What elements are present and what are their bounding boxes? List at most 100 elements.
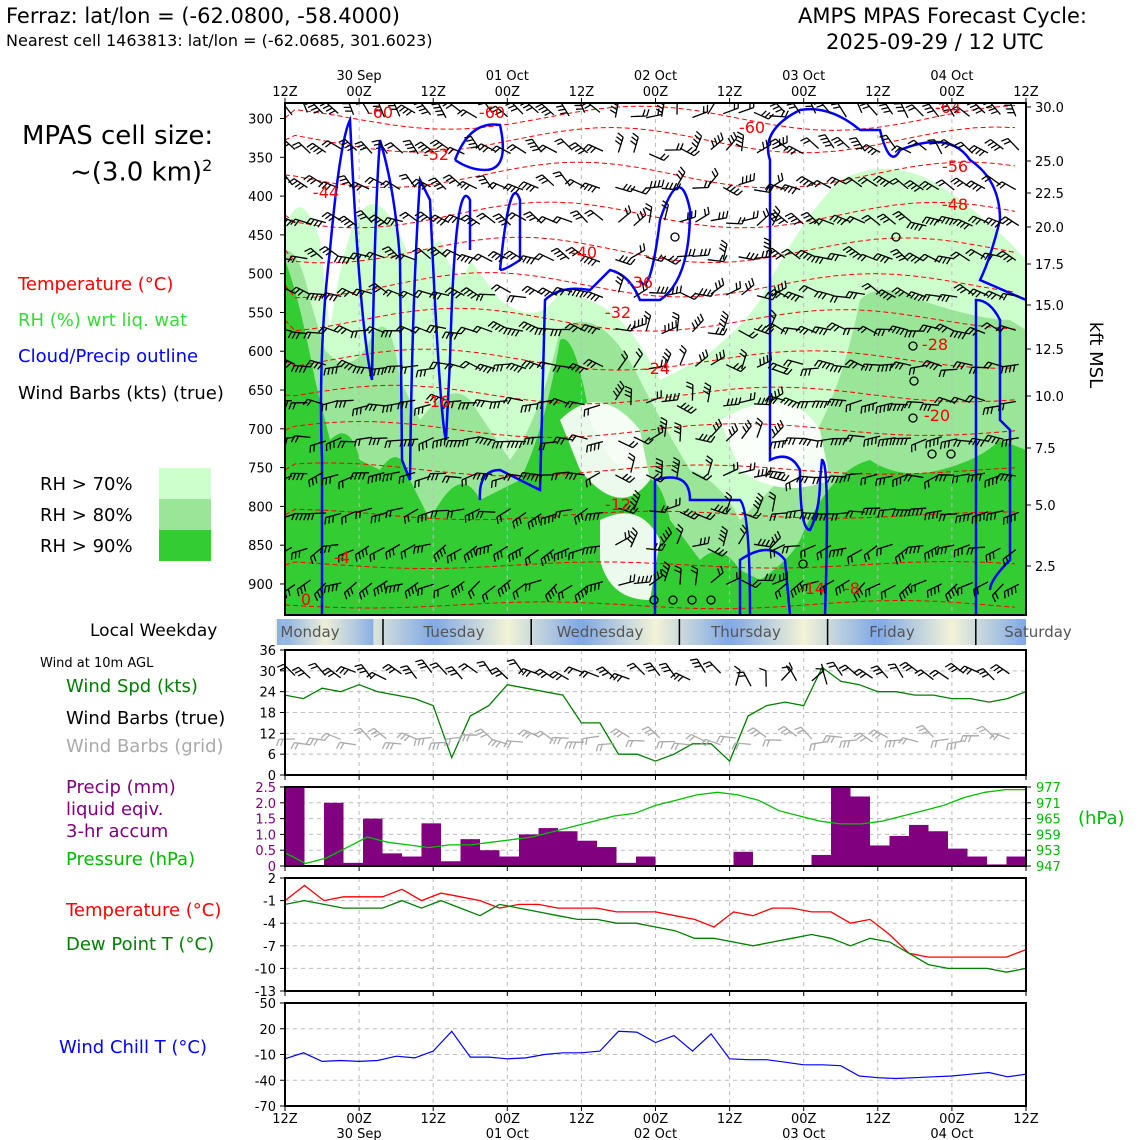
wind-barb: [968, 366, 989, 375]
wind-barb: [288, 178, 308, 190]
kft-tick-label: 17.5: [1035, 258, 1064, 273]
top-time-label: 00Z: [939, 85, 965, 100]
wind-barb: [521, 360, 542, 370]
wind-barb: [341, 510, 357, 525]
wind-barb: [618, 440, 639, 449]
wind-barb: [694, 349, 709, 367]
wind-barb: [780, 397, 801, 408]
wind-barb: [410, 178, 431, 190]
wind-barb: [476, 175, 493, 190]
wind-barb-grid: [474, 728, 494, 741]
wind-barb: [919, 180, 940, 191]
wind-barb: [935, 179, 955, 191]
wind-barb: [964, 394, 986, 403]
wind-barb: [615, 473, 636, 483]
wind-barb: [579, 255, 601, 267]
temperature-contour: [285, 126, 1016, 154]
wind-barb: [369, 547, 385, 562]
wind-barb: [373, 580, 388, 597]
wind-barb: [951, 473, 970, 484]
wind-barb-true: [578, 670, 600, 678]
wind-barb: [536, 287, 558, 297]
pressure-ytick-label: 971: [1036, 797, 1061, 812]
wind-barb: [446, 508, 465, 519]
wind-barb: [426, 324, 447, 334]
wind-barb: [302, 398, 323, 407]
wind-barb: [630, 132, 639, 153]
wind-barb: [643, 310, 652, 332]
wind-barb-true: [489, 667, 509, 680]
wind-barb: [659, 416, 668, 437]
bottom-date-label: 30 Sep: [337, 1127, 382, 1140]
wind-barb: [1000, 437, 1019, 448]
wind-barb: [321, 473, 339, 486]
wind-barb: [910, 438, 927, 453]
wind-barb: [953, 283, 973, 295]
cell-size-number: ~(3.0 km): [70, 157, 203, 188]
wind-barb: [398, 173, 416, 188]
wind-barb-grid: [747, 727, 767, 738]
wind-barb: [618, 503, 639, 515]
wind-barb: [983, 290, 1004, 300]
wind-barb: [302, 103, 308, 113]
bottom-time-label: 12Z: [420, 1112, 446, 1127]
top-time-label: 00Z: [643, 85, 669, 100]
top-date-label: 04 Oct: [930, 69, 973, 84]
wind-barb-true: [308, 662, 326, 676]
wind-barb-grid: [580, 735, 600, 746]
wind-barb: [568, 547, 585, 561]
legend-cloud: Cloud/Precip outline: [18, 346, 199, 367]
wind-barb: [783, 359, 804, 368]
wind-barb-grid: [777, 725, 798, 737]
wind-barb-grid: [884, 739, 904, 748]
wind-barb-true: [689, 658, 706, 673]
wind-barb: [679, 344, 687, 366]
bottom-time-label: 12Z: [569, 1112, 595, 1127]
wind-barb: [738, 173, 756, 186]
wind-barb: [924, 545, 940, 561]
wind-barb-true: [429, 662, 448, 676]
wind-barb: [756, 208, 770, 227]
wind-barb: [872, 253, 893, 264]
wind-barb: [890, 248, 909, 262]
wind-barb: [860, 473, 878, 486]
chill-ytick-label: -10: [255, 1049, 276, 1064]
wind-barb: [368, 214, 388, 227]
wind-barb: [1003, 583, 1020, 599]
pressure-tick-label: 300: [248, 113, 273, 128]
temperature-contour-label: -20: [924, 406, 950, 425]
wind-barb: [980, 252, 1001, 262]
icing-symbol: [909, 376, 919, 386]
wind-barb: [926, 583, 943, 598]
precip-bar: [909, 824, 929, 866]
cross-section-panel: -60 -60-60-64-52-56-44-48-40-36-32-28-24-…: [248, 69, 1106, 616]
wind-barb: [442, 400, 462, 410]
wind-barb: [904, 180, 924, 192]
weekday-band-first: [277, 619, 374, 645]
wind-barb: [925, 436, 942, 449]
wind-barb: [444, 214, 465, 224]
icing-symbol: [649, 595, 659, 605]
wind-barb: [506, 440, 527, 449]
wind-barb: [785, 476, 801, 492]
wind-panel-title: Wind at 10m AGL: [40, 656, 154, 671]
wind-barb: [907, 139, 927, 151]
kft-tick-label: 25.0: [1035, 155, 1064, 170]
wind-barb: [815, 513, 835, 521]
wind-barb: [1002, 511, 1020, 525]
wind-barb: [323, 582, 342, 594]
wind-barb: [954, 512, 973, 524]
wind-barb: [921, 359, 943, 371]
wind-barb: [414, 211, 434, 223]
wind-barb: [364, 403, 385, 412]
legend-rh: RH (%) wrt liq. wat: [18, 310, 188, 331]
wind-barb: [981, 174, 1001, 186]
icing-symbol: [891, 232, 901, 242]
precip-bar: [577, 840, 597, 866]
wind-barb-grid: [670, 742, 691, 751]
wind-barb: [707, 254, 728, 263]
wind-barb-grid: [320, 732, 341, 741]
wind-barb: [679, 210, 697, 223]
wind-barb: [741, 277, 755, 296]
wind-barb-true: [870, 665, 889, 679]
